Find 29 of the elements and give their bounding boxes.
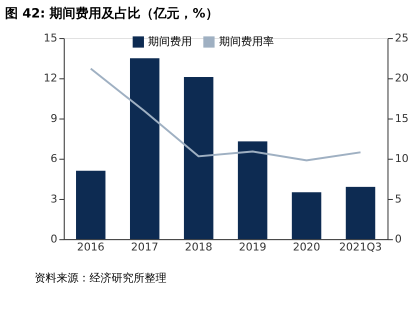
- y-tick-label: 9: [50, 112, 58, 125]
- y-tick-label: 12: [44, 72, 58, 85]
- bar: [346, 186, 376, 240]
- x-tick-label: 2019: [238, 240, 266, 254]
- bar: [130, 58, 160, 240]
- x-tick-label: 2017: [130, 240, 158, 254]
- legend-label: 期间费用率: [218, 34, 274, 48]
- x-tick-label: 2018: [184, 240, 213, 254]
- y-tick-label: 15: [44, 32, 58, 45]
- y2-tick-label: 5: [394, 192, 402, 206]
- x-tick-label: 2020: [292, 240, 320, 254]
- bar: [184, 76, 214, 240]
- text: 资料来源：经济研究所整理: [34, 271, 166, 284]
- x-tick-label: 2016: [77, 240, 105, 254]
- y2-tick-label: 15: [394, 112, 409, 125]
- y-tick-label: 6: [50, 152, 58, 166]
- bar: [238, 141, 268, 240]
- y2-tick-label: 0: [394, 232, 402, 246]
- y2-tick-label: 20: [394, 72, 409, 85]
- y-tick-label: 0: [50, 232, 58, 246]
- x-tick-label: 2021Q3: [339, 240, 382, 254]
- line-series: [90, 68, 362, 162]
- y-tick-label: 3: [50, 192, 58, 206]
- y2-tick-label: 10: [394, 152, 409, 166]
- bar: [76, 170, 106, 240]
- legend-label: 期间费用: [148, 34, 192, 48]
- y2-tick-label: 25: [394, 32, 409, 45]
- bar: [292, 192, 322, 240]
- chart-title: 图 42: 期间费用及占比（亿元，%）: [4, 6, 218, 22]
